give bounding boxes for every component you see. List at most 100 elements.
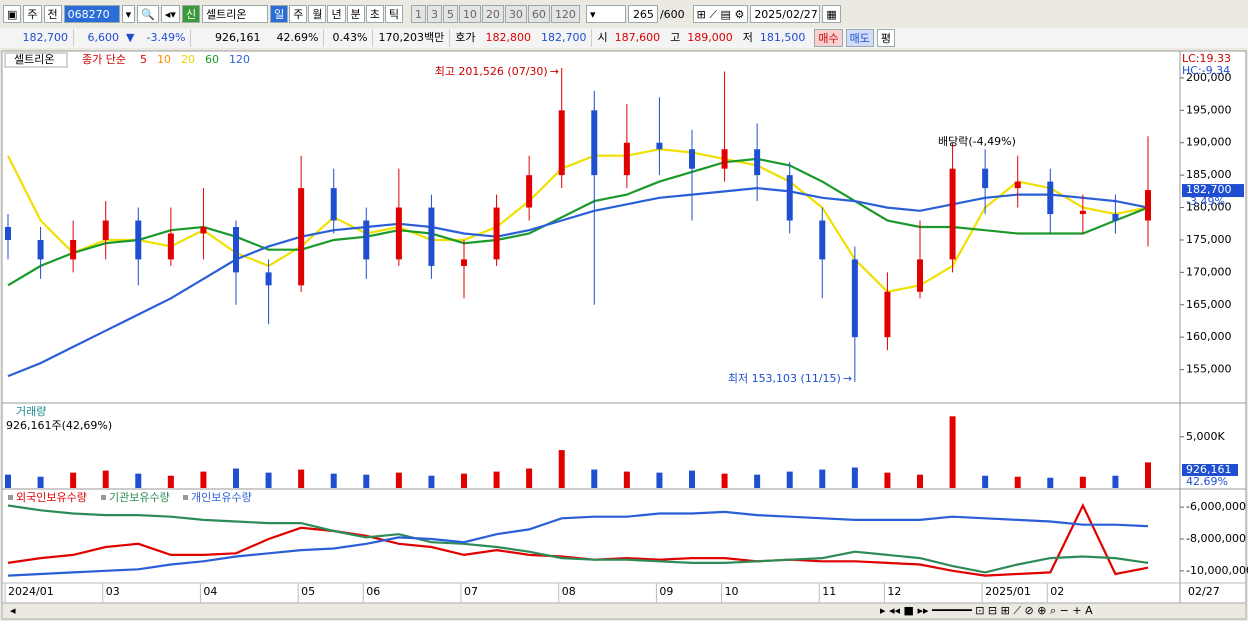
last-volume-box	[1182, 464, 1238, 476]
period-button[interactable]: 틱	[384, 5, 403, 23]
candle-body	[135, 220, 142, 260]
volume-bar	[70, 472, 77, 488]
search-button[interactable]: 🔍	[137, 5, 159, 23]
candle-body	[851, 259, 858, 338]
menu-icon[interactable]: ▣	[3, 5, 22, 23]
volume-bar	[135, 473, 142, 488]
volume-bar	[233, 468, 239, 488]
buy-button[interactable]: 매수	[814, 29, 843, 47]
x-tick-label: 09	[659, 585, 673, 598]
candle-body	[949, 168, 956, 260]
change: 6,600	[87, 31, 120, 44]
volume-bar	[819, 469, 826, 488]
avg-button[interactable]: 평	[876, 29, 895, 47]
minute-button[interactable]: 30	[504, 5, 527, 23]
volume-bar	[330, 473, 337, 488]
chart-title: 셀트리온	[14, 53, 54, 66]
candle-body	[786, 175, 793, 221]
scroll-left[interactable]: ◂	[10, 604, 16, 617]
minute-group: 1 3 5 10 20 30 60 120	[410, 5, 580, 23]
x-tick-label: 06	[366, 585, 380, 598]
low: 181,500	[759, 31, 806, 44]
hc-label: HC:-9.34	[1182, 64, 1230, 77]
scrollbar[interactable]	[1, 602, 1247, 620]
period-button[interactable]: 년	[327, 5, 346, 23]
volume-bar	[851, 467, 858, 488]
volume-bar	[265, 472, 272, 488]
candle-body	[819, 220, 826, 260]
candle-body	[982, 168, 989, 189]
candle-body	[689, 149, 695, 169]
calendar-button[interactable]: ▦	[822, 5, 841, 23]
volume-bar	[1112, 475, 1119, 488]
prev-button[interactable]: 전	[43, 5, 62, 23]
minute-button[interactable]: 20	[481, 5, 504, 23]
line	[7, 186, 1149, 378]
minute-button[interactable]: 120	[550, 5, 580, 23]
blank-select[interactable]: ▾	[585, 5, 626, 23]
low-label: 저	[742, 31, 753, 44]
volume-bar	[917, 474, 923, 488]
y-tick-label: 165,000	[1186, 298, 1232, 311]
volume-bar	[754, 474, 761, 488]
candle-body	[265, 272, 272, 286]
y-tick-label: 200,000	[1186, 71, 1232, 84]
code-dropdown[interactable]: ▾	[121, 5, 136, 23]
candle-body	[70, 239, 77, 260]
minute-button[interactable]: 3	[426, 5, 442, 23]
minute-button[interactable]: 1	[410, 5, 426, 23]
candle-body	[526, 175, 533, 208]
x-end-label: 02/27	[1188, 585, 1220, 598]
line	[7, 504, 1149, 574]
volume-bar	[656, 472, 663, 488]
period-button[interactable]: 초	[365, 5, 384, 23]
candle-body	[917, 259, 923, 292]
date-input[interactable]: 2025/02/27	[750, 5, 821, 23]
period-button[interactable]: 일	[270, 5, 289, 23]
y-tick-label: 170,000	[1186, 265, 1232, 278]
candle-body	[461, 259, 467, 266]
code-input[interactable]: 068270	[63, 5, 120, 23]
period-button[interactable]: 분	[346, 5, 365, 23]
candle-body	[754, 149, 761, 176]
last-volume: 926,161	[1186, 463, 1232, 476]
period-button[interactable]: 주	[289, 5, 308, 23]
sell-button[interactable]: 매도	[845, 29, 874, 47]
candle-body	[37, 239, 44, 260]
volume-bar	[949, 416, 956, 488]
volume-bar	[1047, 477, 1054, 488]
new-badge[interactable]: 신	[181, 5, 201, 23]
candle-body	[721, 149, 728, 169]
y-tick-label: 5,000K	[1186, 430, 1225, 443]
candle-body	[656, 142, 663, 150]
minute-button[interactable]: 10	[458, 5, 481, 23]
minute-button[interactable]: 60	[527, 5, 550, 23]
legend-entry: 20	[181, 53, 195, 66]
count-input[interactable]: 265	[627, 5, 658, 23]
period-button[interactable]: 월	[308, 5, 327, 23]
minute-button[interactable]: 5	[442, 5, 458, 23]
volume-bar	[5, 474, 11, 488]
y-tick-label: 160,000	[1186, 330, 1232, 343]
type-select[interactable]: 주	[23, 5, 42, 23]
y-tick-label: 180,000	[1186, 201, 1232, 214]
legend-entry: 10	[157, 53, 171, 66]
y-tick-label: 155,000	[1186, 363, 1232, 376]
x-tick-label: 2025/01	[985, 585, 1031, 598]
y-tick-label: 190,000	[1186, 136, 1232, 149]
candle-body	[428, 207, 435, 266]
stock-name: 셀트리온	[202, 5, 269, 23]
chart: ◂ ▸ ◂◂ ■ ▸▸ ━━━━━━ ⊡ ⊟ ⊞ ⟋ ⊘ ⊕ ⌕ − + A 1…	[1, 50, 1248, 620]
chart-tools[interactable]: ⊞ ⟋ ▤ ⚙	[692, 5, 749, 23]
volume-bar	[200, 471, 207, 488]
candle-body	[363, 220, 370, 260]
amount: 170,203백만	[373, 29, 451, 47]
panel-title: 거래량	[16, 405, 46, 418]
legend-swatch	[101, 495, 106, 500]
volume-bar	[1079, 476, 1086, 488]
scroll-controls[interactable]: ▸ ◂◂ ■ ▸▸ ━━━━━━ ⊡ ⊟ ⊞ ⟋ ⊘ ⊕ ⌕ − + A	[880, 604, 1093, 617]
volume-bar	[786, 471, 793, 488]
low-arrow: →	[843, 372, 852, 385]
sound-button[interactable]: ◂▾	[160, 5, 180, 23]
